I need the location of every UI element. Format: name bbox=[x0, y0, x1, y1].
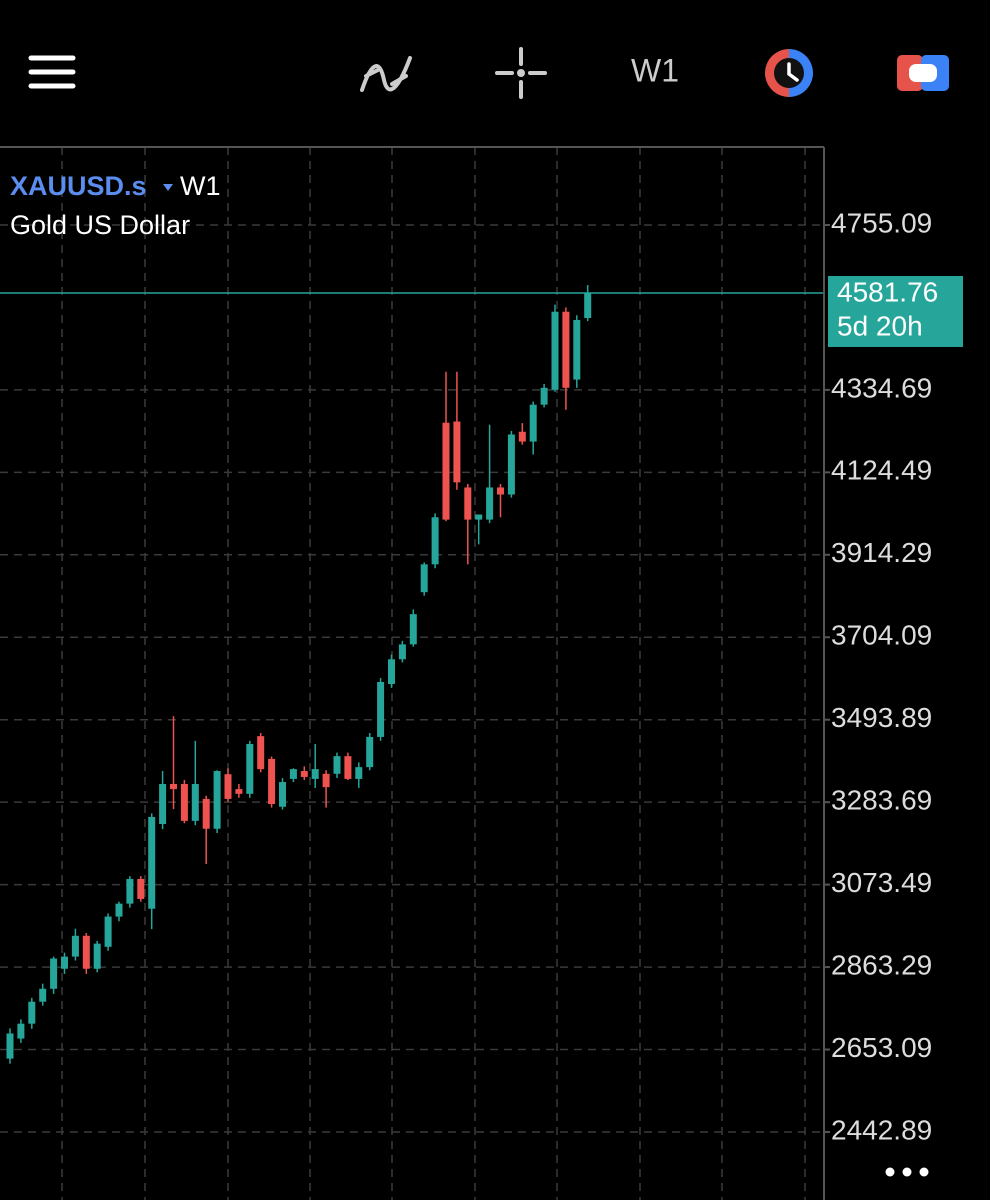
y-tick-label: 4124.49 bbox=[831, 455, 932, 486]
candle-body bbox=[540, 387, 548, 405]
candle-body bbox=[486, 487, 494, 520]
candle-body bbox=[50, 958, 58, 989]
candle-body bbox=[311, 769, 319, 779]
symbol-description: Gold US Dollar bbox=[10, 210, 190, 240]
candle-body bbox=[431, 517, 439, 565]
candle-body bbox=[333, 756, 341, 774]
plot-area bbox=[0, 147, 824, 1200]
y-tick-label: 3914.29 bbox=[831, 537, 932, 568]
more-button[interactable] bbox=[885, 1167, 929, 1177]
chart-header: XAUUSD.s W1 Gold US Dollar bbox=[10, 171, 221, 240]
candle-body bbox=[104, 916, 112, 947]
candle-body bbox=[497, 487, 504, 495]
y-tick-label: 3283.69 bbox=[831, 785, 932, 816]
candle-body bbox=[61, 956, 68, 969]
candle-body bbox=[289, 769, 297, 779]
bar-countdown: 5d 20h bbox=[837, 310, 923, 341]
symbol[interactable]: XAUUSD.s bbox=[10, 171, 147, 201]
candle-body bbox=[584, 292, 592, 318]
current-price-box bbox=[828, 275, 963, 347]
candle-body bbox=[28, 1001, 36, 1024]
candle-body bbox=[235, 789, 243, 794]
candle-body bbox=[93, 943, 101, 969]
trade-toggle-button[interactable] bbox=[897, 55, 949, 91]
menu-button[interactable] bbox=[28, 55, 76, 89]
y-tick-label: 2863.29 bbox=[831, 949, 932, 980]
candle-body bbox=[475, 514, 483, 520]
candle-body bbox=[409, 614, 417, 645]
candle-body bbox=[191, 784, 199, 821]
candle-body bbox=[355, 767, 363, 779]
candle-body bbox=[148, 816, 156, 909]
candle-body bbox=[377, 682, 385, 737]
candle-body bbox=[137, 878, 145, 899]
current-price: 4581.76 bbox=[837, 276, 938, 307]
clock-button[interactable] bbox=[765, 49, 813, 97]
candle-body bbox=[126, 878, 134, 904]
candle-body bbox=[246, 743, 254, 794]
candle-body bbox=[257, 736, 265, 770]
candle-body bbox=[71, 935, 79, 957]
candle-body bbox=[366, 736, 374, 768]
y-tick-label: 4334.69 bbox=[831, 372, 932, 403]
y-tick-label: 3493.89 bbox=[831, 702, 932, 733]
y-tick-label: 4755.09 bbox=[831, 207, 932, 238]
candle-body bbox=[562, 311, 570, 388]
candle-body bbox=[322, 773, 330, 788]
candle-body bbox=[17, 1023, 25, 1039]
candle-body bbox=[6, 1033, 14, 1059]
candle-body bbox=[300, 771, 308, 777]
candle-body bbox=[115, 903, 123, 917]
indicators-button[interactable] bbox=[360, 56, 412, 92]
candle-body bbox=[39, 988, 47, 1002]
candle-body bbox=[464, 487, 472, 520]
candle-body bbox=[507, 434, 515, 495]
chart-timeframe: W1 bbox=[180, 171, 221, 201]
y-tick-label: 3073.49 bbox=[831, 867, 932, 898]
candle-body bbox=[420, 564, 428, 593]
candle-body bbox=[268, 758, 276, 805]
candle-body bbox=[180, 784, 188, 821]
y-tick-label: 2653.09 bbox=[831, 1032, 932, 1063]
candle-body bbox=[518, 431, 526, 442]
candle-body bbox=[344, 756, 352, 779]
candle-body bbox=[213, 771, 221, 829]
candle-body bbox=[159, 784, 167, 825]
candle-body bbox=[202, 798, 210, 829]
candle-body bbox=[170, 784, 177, 790]
candle-body bbox=[398, 644, 406, 660]
candle-body bbox=[551, 311, 559, 390]
price-axis: 4755.09 4334.69 4124.49 3914.29 3704.09 3493.… bbox=[824, 207, 963, 1145]
timeframe-button[interactable]: W1 bbox=[631, 52, 679, 88]
candle-body bbox=[279, 782, 286, 807]
candle-body bbox=[82, 935, 90, 969]
candle-body bbox=[388, 659, 395, 684]
crosshair-button[interactable] bbox=[495, 47, 547, 99]
symbol-dropdown-arrow[interactable] bbox=[163, 184, 173, 191]
candle-body bbox=[224, 774, 232, 799]
candle-body bbox=[453, 421, 461, 483]
candle-body bbox=[573, 319, 581, 380]
y-tick-label: 2442.89 bbox=[831, 1114, 932, 1145]
candle-body bbox=[529, 404, 537, 442]
candle-body bbox=[442, 422, 450, 520]
y-tick-label: 3704.09 bbox=[831, 620, 932, 651]
